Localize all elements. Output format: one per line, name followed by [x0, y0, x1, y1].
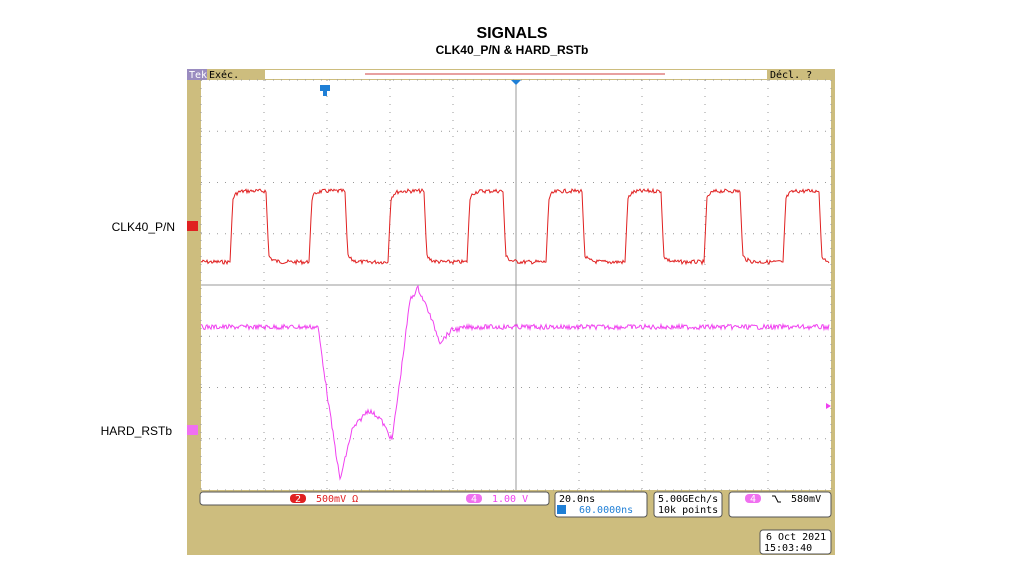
trigger-slope [772, 495, 781, 503]
brand: Tek [189, 70, 207, 81]
title: SIGNALS [476, 25, 547, 42]
datetime-box [759, 529, 832, 555]
trigger-status: Décl. ? [770, 69, 812, 81]
ch2-scale: 500mV Ω [316, 494, 358, 505]
channel-bar [199, 491, 550, 506]
ch2-label: CLK40_P/N [112, 220, 175, 234]
timebase: 20.0ns [559, 494, 595, 505]
ch4-marker [187, 425, 198, 435]
ch4-badge [466, 494, 482, 503]
ch2-number: 2 [295, 494, 301, 505]
ch4-label: HARD_RSTb [101, 424, 173, 438]
delay-icon [557, 505, 566, 514]
ch4-trace [200, 284, 830, 481]
ch4-scale: 1.00 V [492, 494, 528, 505]
center-marker [511, 80, 521, 85]
trigger-pos-marker [320, 85, 330, 96]
acq-box [653, 491, 723, 518]
grid [200, 79, 832, 491]
ch4-number: 4 [471, 494, 477, 505]
ch2-marker [187, 221, 198, 231]
brand-box [187, 69, 207, 80]
delay: 60.0000ns [579, 505, 633, 516]
ch2-trace [200, 187, 830, 266]
time-box [554, 491, 648, 518]
date: 6 Oct 2021 [766, 532, 826, 543]
trigger-level: 580mV [791, 494, 821, 505]
acq-mode: Exéc. [209, 69, 239, 81]
record-length: 10k points [658, 505, 718, 516]
subtitle: CLK40_P/N & HARD_RSTb [436, 43, 589, 57]
trigger-source: 4 [750, 494, 756, 505]
trigger-badge [745, 494, 761, 503]
ch2-badge [290, 494, 306, 503]
sample-rate: 5.00GEch/s [658, 494, 718, 505]
time: 15:03:40 [764, 543, 812, 554]
trigger-level-marker [826, 403, 831, 409]
